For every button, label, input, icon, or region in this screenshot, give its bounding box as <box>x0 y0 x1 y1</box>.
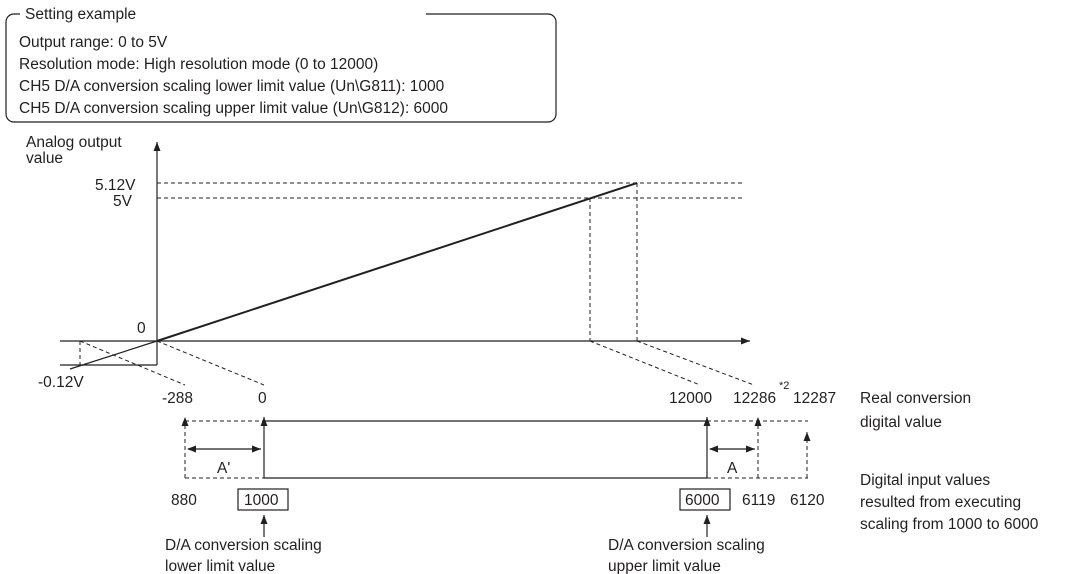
proj-12287 <box>636 340 755 386</box>
span-a-label: A <box>727 460 738 477</box>
setting-line-lower-limit: CH5 D/A conversion scaling lower limit v… <box>19 78 445 95</box>
y-axis-label-line1: Analog output <box>26 134 122 151</box>
proj-12000 <box>589 340 701 386</box>
lower-limit-callout-line1: D/A conversion scaling <box>165 537 322 554</box>
conversion-line <box>156 182 638 342</box>
real-value-12000: 12000 <box>669 390 712 407</box>
real-value-0: 0 <box>258 390 267 407</box>
setting-example-title: Setting example <box>25 6 136 23</box>
digital-value-880: 880 <box>171 492 197 509</box>
y-tick-5-12v: 5.12V <box>95 177 136 194</box>
digital-value-6119: 6119 <box>742 492 775 509</box>
origin-zero-label: 0 <box>137 320 146 337</box>
real-value-12286: 12286 <box>733 390 776 407</box>
digital-label-line1: Digital input values <box>860 472 990 489</box>
setting-line-upper-limit: CH5 D/A conversion scaling upper limit v… <box>19 100 448 117</box>
y-tick-5v: 5V <box>113 193 133 210</box>
digital-value-6120: 6120 <box>790 492 825 509</box>
setting-line-resolution-mode: Resolution mode: High resolution mode (0… <box>19 56 378 73</box>
real-value-neg288: -288 <box>162 390 193 407</box>
digital-value-1000: 1000 <box>244 492 279 509</box>
digital-value-6000-box <box>679 488 731 511</box>
real-value-label-line1: Real conversion <box>860 390 971 407</box>
y-tick-neg-0-12v: -0.12V <box>38 374 84 391</box>
digital-value-6000: 6000 <box>685 492 720 509</box>
lower-limit-callout-line2: lower limit value <box>165 558 275 574</box>
setting-example-box: Setting example Output range: 0 to 5V Re… <box>5 6 557 123</box>
span-a-prime-label: A' <box>217 460 230 477</box>
real-value-12287: 12287 <box>793 390 836 407</box>
upper-limit-callout-line1: D/A conversion scaling <box>608 537 765 554</box>
proj-neg288 <box>79 340 186 386</box>
upper-limit-callout-line2: upper limit value <box>608 558 721 574</box>
setting-line-output-range: Output range: 0 to 5V <box>19 34 168 51</box>
proj-zero <box>156 340 265 386</box>
digital-label-line3: scaling from 1000 to 6000 <box>860 516 1039 533</box>
footnote-marker: *2 <box>779 380 789 392</box>
digital-value-1000-box <box>237 488 289 511</box>
y-axis-label-line2: value <box>26 150 63 167</box>
digital-label-line2: resulted from executing <box>860 494 1021 511</box>
real-value-label-line2: digital value <box>860 414 942 431</box>
